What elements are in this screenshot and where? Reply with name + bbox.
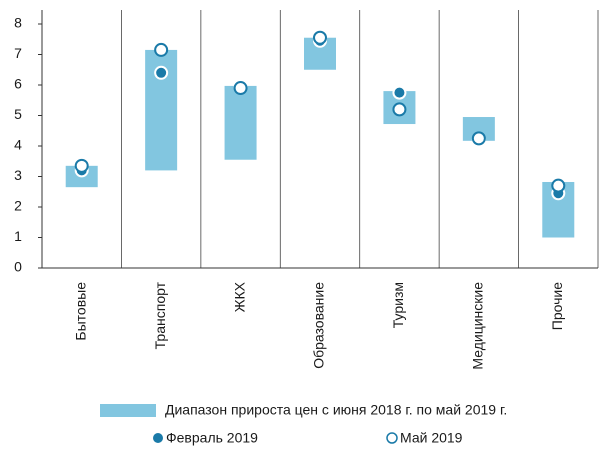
x-tick-label: ЖКХ — [231, 281, 247, 312]
legend-label: Февраль 2019 — [166, 430, 258, 446]
legend-label: Май 2019 — [400, 430, 463, 446]
x-tick-label: Бытовые — [72, 282, 88, 341]
range-bar — [224, 85, 257, 160]
y-tick-label: 4 — [14, 137, 22, 153]
x-tick-label: Транспорт — [152, 281, 168, 349]
dot — [154, 65, 169, 80]
dot — [74, 158, 89, 173]
dot — [471, 131, 486, 146]
dot — [392, 102, 407, 117]
y-tick-label: 2 — [14, 198, 22, 214]
legend-swatch — [100, 404, 156, 417]
x-tick-label: Прочие — [549, 282, 565, 330]
x-tick-label: Медицинские — [470, 282, 486, 370]
dot — [154, 42, 169, 57]
dot — [233, 81, 248, 96]
y-tick-label: 0 — [14, 259, 22, 275]
x-tick-label: Туризм — [390, 282, 406, 328]
y-tick-label: 8 — [14, 15, 22, 31]
y-tick-label: 1 — [14, 228, 22, 244]
legend-label: Диапазон прироста цен с июня 2018 г. по … — [165, 402, 507, 418]
dot — [313, 30, 327, 45]
dot — [392, 85, 407, 100]
y-tick-label: 6 — [14, 76, 22, 92]
range-bar — [462, 117, 495, 141]
legend-marker — [386, 432, 398, 444]
y-tick-label: 5 — [14, 106, 22, 122]
dot — [551, 178, 566, 193]
y-tick-label: 3 — [14, 167, 22, 183]
y-tick-label: 7 — [14, 45, 22, 61]
x-tick-label: Образование — [311, 282, 327, 369]
legend-marker — [153, 433, 163, 443]
